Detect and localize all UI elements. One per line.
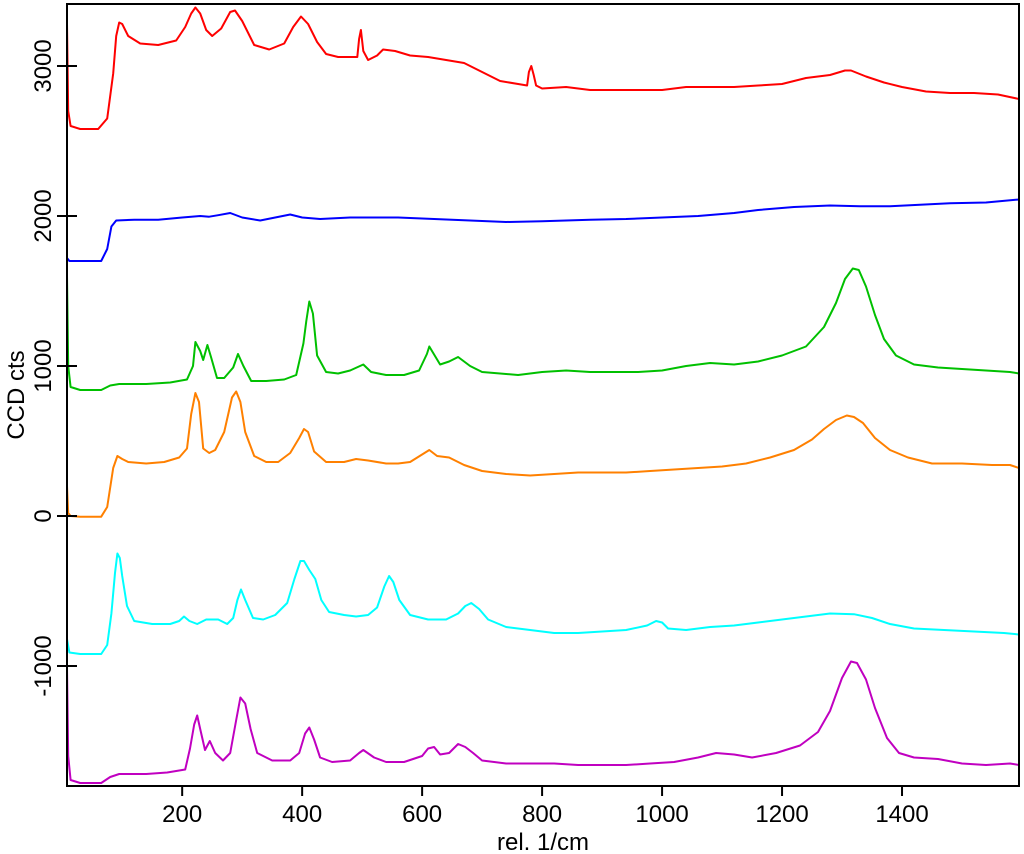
- series-cyan: [66, 552, 1020, 655]
- x-axis-title: rel. 1/cm: [497, 829, 589, 854]
- y-tick-label: 0: [30, 509, 57, 522]
- series-layer: [66, 6, 1020, 784]
- x-tick-label: 600: [402, 801, 442, 828]
- x-tick-label: 200: [162, 801, 202, 828]
- y-tick-label: -1000: [30, 635, 57, 696]
- y-axis: 3000 2000 1000 0 -1000: [30, 39, 77, 697]
- y-axis-title: CCD cts: [3, 350, 30, 439]
- y-tick-label: 2000: [30, 189, 57, 242]
- x-tick-label: 1200: [755, 801, 808, 828]
- y-tick-label: 3000: [30, 39, 57, 92]
- x-tick-label: 800: [522, 801, 562, 828]
- x-axis: 200 400 600 800 1000 1200 1400: [162, 786, 929, 828]
- x-tick-label: 400: [282, 801, 322, 828]
- series-green: [66, 267, 1020, 391]
- plot-frame: [66, 3, 1020, 787]
- series-magenta: [66, 660, 1020, 784]
- series-orange: [66, 390, 1020, 518]
- y-tick-label: 1000: [30, 339, 57, 392]
- series-blue: [66, 198, 1020, 262]
- series-red: [66, 6, 1020, 130]
- x-tick-label: 1000: [635, 801, 688, 828]
- x-tick-label: 1400: [875, 801, 928, 828]
